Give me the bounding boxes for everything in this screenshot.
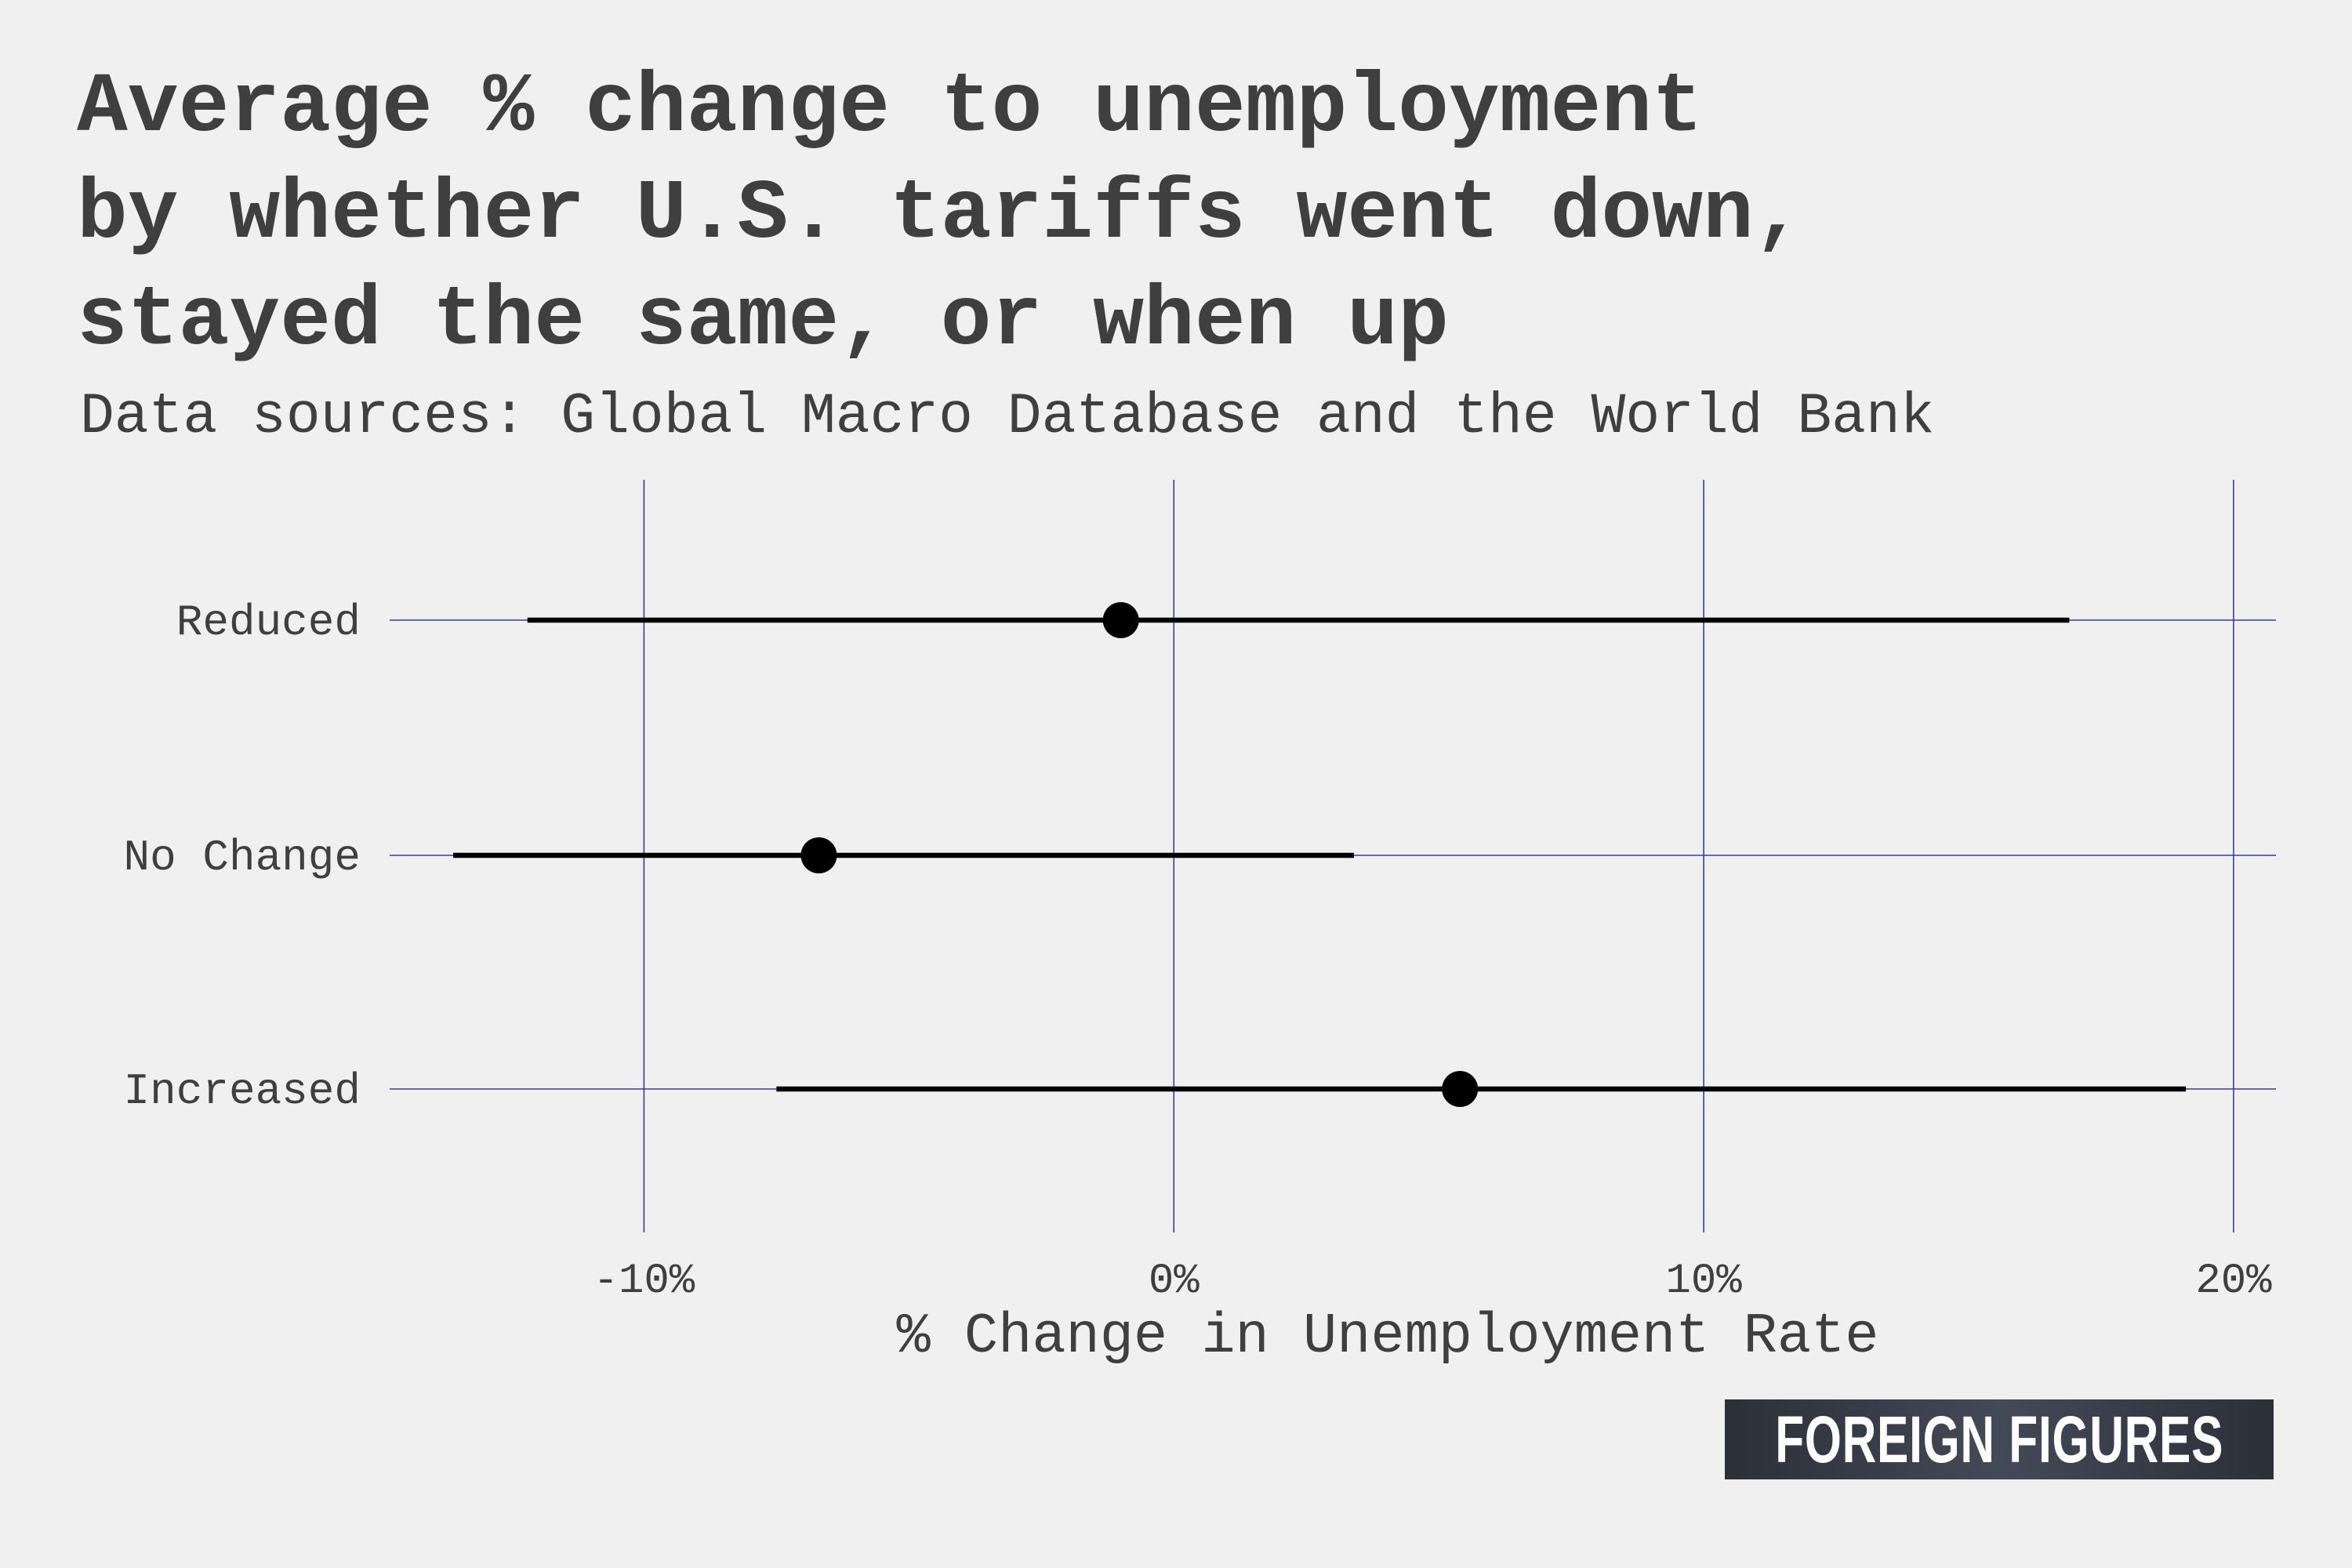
brand-logo-text: FOREIGN FIGURES [1775, 1402, 2223, 1476]
x-tick-label: 0% [1149, 1258, 1200, 1305]
data-point [1102, 602, 1139, 638]
x-tick-label: -10% [593, 1258, 695, 1305]
data-point [1442, 1071, 1479, 1107]
chart-subtitle: Data sources: Global Macro Database and … [80, 384, 1935, 449]
x-tick-label: 10% [1665, 1258, 1742, 1305]
data-point [800, 837, 837, 873]
x-axis-label: % Change in Unemployment Rate [896, 1305, 1878, 1369]
brand-logo: FOREIGN FIGURES [1725, 1399, 2274, 1479]
x-tick-label: 20% [2195, 1258, 2272, 1305]
y-tick-label: Reduced [176, 597, 361, 648]
y-tick-label: No Change [124, 833, 361, 883]
chart-title: Average % change to unemployment by whet… [77, 60, 1805, 369]
y-tick-label: Increased [124, 1066, 361, 1116]
